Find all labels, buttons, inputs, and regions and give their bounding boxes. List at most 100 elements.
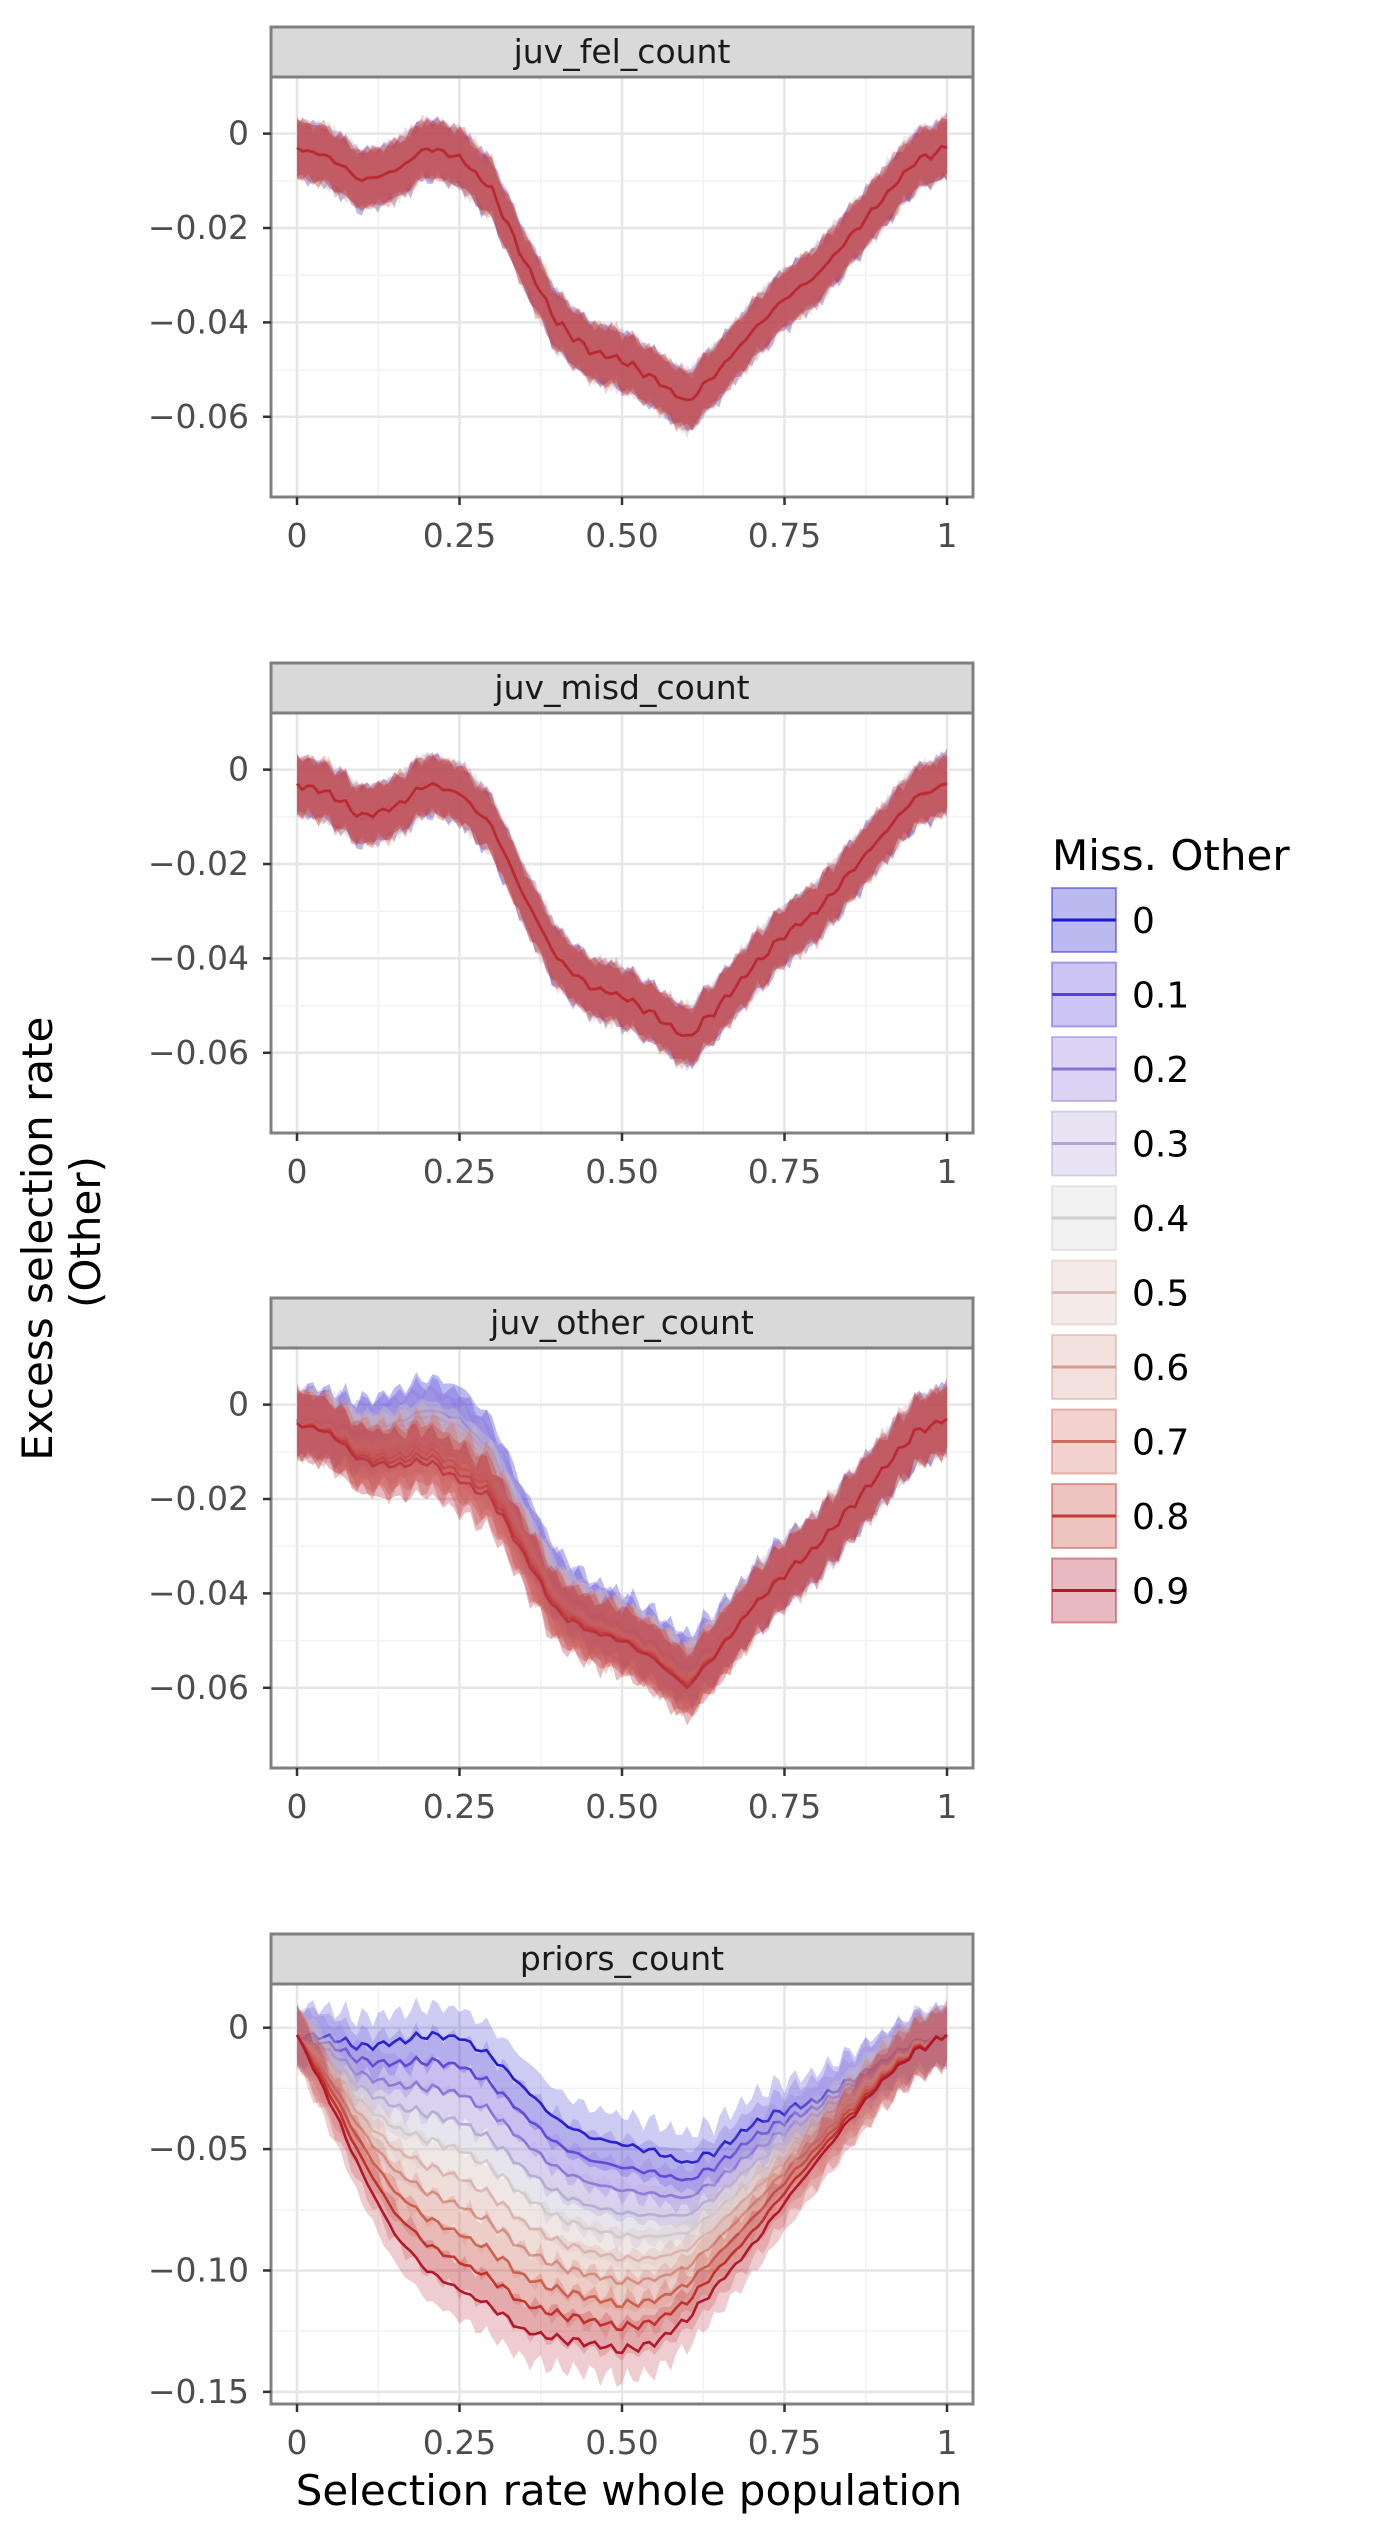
legend-item-0.5: 0.5 [1051,1259,1189,1326]
facet-strip [269,25,975,79]
x-tick-label: 0.25 [423,1152,496,1191]
facet-strip [269,1932,975,1986]
legend-label-0.7: 0.7 [1132,1423,1189,1464]
y-tick-label: −0.02 [148,1479,249,1518]
y-tick-label: −0.02 [148,208,249,247]
facet-juv-fel-count: juv_fel_count 0 −0.02 −0.04 −0.06 0 0.25 0.50 0.… [148,25,975,555]
series-band-0.8 [297,754,947,1067]
legend-item-0.6: 0.6 [1051,1334,1189,1400]
legend-item-0: 0 [1051,887,1155,953]
y-tick-label: −0.15 [148,2372,249,2411]
y-tick-label: −0.10 [148,2250,249,2289]
legend-item-0.7: 0.7 [1051,1408,1189,1475]
x-tick-label: 0.75 [748,1787,821,1826]
y-tick-label: −0.06 [148,1668,249,1707]
series-band-0.9 [297,748,947,1068]
series-band-0.1 [297,2000,947,2217]
y-tick-label: −0.06 [148,1033,249,1072]
x-tick-label: 0 [287,1787,308,1826]
x-tick-label: 0 [287,2423,308,2462]
facet-strip [269,1296,975,1350]
x-tick-label: 0.25 [423,2423,496,2462]
series-group [295,1997,948,2388]
series-group [296,1372,948,1726]
series-line-0.7 [295,2034,948,2309]
facet-strip-label: priors_count [520,1939,724,1978]
legend-label-0: 0 [1132,901,1155,942]
legend: Miss. Other 0 0.1 0.2 0.3 0.4 0.5 0.6 0.7 0.8 0.9 [1051,831,1290,1624]
y-tick-label: −0.04 [148,302,249,341]
series-line-0.9 [296,144,948,402]
y-tick-label: 0 [228,114,249,153]
facet-strip [269,661,975,715]
x-axis-title: Selection rate whole population [296,2466,963,2515]
legend-label-0.2: 0.2 [1132,1050,1189,1091]
legend-label-0.3: 0.3 [1132,1125,1189,1166]
facet-strip-label: juv_fel_count [513,32,731,71]
y-tick-label: −0.02 [148,844,249,883]
x-tick-label: 0.50 [585,1787,658,1826]
y-tick-label: 0 [228,2008,249,2047]
series-band-0.5 [297,1382,947,1718]
x-tick-label: 0.50 [585,516,658,555]
series-band-0.7 [297,2002,947,2342]
series-band-0.9 [297,1377,947,1726]
series-line-0 [296,2030,948,2164]
series-line-0.3 [296,2033,948,2218]
facet-strip-label: juv_misd_count [493,668,749,707]
series-band-0.2 [297,1383,947,1709]
series-band-0.3 [297,114,947,439]
series-line-0.6 [295,2033,948,2286]
legend-label-0.4: 0.4 [1132,1199,1189,1240]
legend-item-0.2: 0.2 [1051,1036,1189,1102]
y-tick-label: 0 [228,750,249,789]
legend-item-0.9: 0.9 [1051,1557,1189,1624]
legend-title: Miss. Other [1052,831,1290,880]
series-band-0.4 [297,1384,947,1713]
x-tick-label: 0.25 [423,516,496,555]
x-tick-label: 0.75 [748,2423,821,2462]
x-tick-label: 0 [287,516,308,555]
facet-panels: juv_fel_count 0 −0.02 −0.04 −0.06 0 0.25 0.50 0.… [148,25,975,2462]
x-tick-label: 0.75 [748,516,821,555]
y-axis-title-line-2: (Other) [61,1156,110,1308]
series-band-0.9 [297,112,947,433]
series-line-0.9 [296,781,948,1038]
series-band-0.8 [297,1385,947,1718]
series-line-0.9 [295,2033,948,2355]
series-group [296,748,948,1072]
legend-item-0.8: 0.8 [1051,1483,1189,1549]
x-tick-label: 0 [287,1152,308,1191]
y-tick-label: 0 [228,1385,249,1424]
series-band-0.3 [297,2001,947,2253]
facet-juv-other-count: juv_other_count 0 −0.02 −0.04 −0.06 0 0.25 0.50… [148,1296,975,1826]
legend-item-0.1: 0.1 [1051,961,1189,1028]
x-tick-label: 0.50 [585,2423,658,2462]
y-axis-title-line-1: Excess selection rate [13,1017,62,1461]
y-axis-title: Excess selection rate (Other) [13,1003,110,1461]
y-tick-label: −0.04 [148,1573,249,1612]
series-band-0.3 [297,1380,947,1714]
y-tick-label: −0.04 [148,938,249,977]
series-line-0.9 [296,1417,948,1690]
y-tick-label: −0.06 [148,397,249,436]
series-band-0.8 [297,2005,947,2361]
legend-item-0.3: 0.3 [1051,1110,1189,1177]
series-line-0.1 [296,2033,948,2182]
x-tick-label: 1 [937,1152,958,1191]
legend-label-0.8: 0.8 [1132,1497,1189,1538]
x-tick-label: 1 [937,1787,958,1826]
legend-label-0.5: 0.5 [1132,1274,1189,1315]
legend-label-0.6: 0.6 [1132,1348,1189,1389]
facet-juv-misd-count: juv_misd_count 0 −0.02 −0.04 −0.06 0 0.25 0.50 0… [148,661,975,1191]
y-tick-label: −0.05 [148,2129,249,2168]
series-line-0.2 [296,2033,948,2200]
legend-label-0.1: 0.1 [1132,976,1189,1017]
series-line-0.5 [295,2033,948,2263]
x-tick-label: 1 [937,2423,958,2462]
facet-priors-count: priors_count 0 −0.05 −0.10 −0.15 0 0.25 0.50 0.7… [148,1932,975,2462]
x-tick-label: 0.25 [423,1787,496,1826]
series-line-0.8 [295,2033,948,2332]
series-band-0.1 [297,1377,947,1711]
